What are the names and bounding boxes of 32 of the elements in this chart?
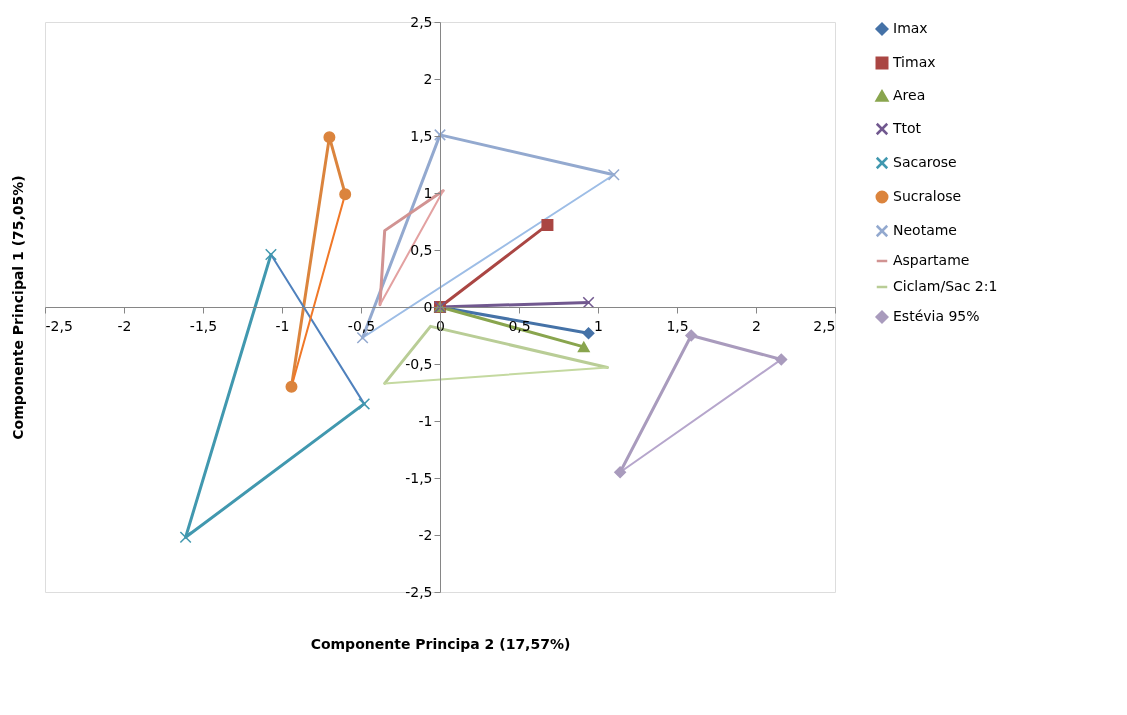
y-axis-title: Componente Principal 1 (75,05%) — [9, 175, 26, 440]
legend-label: Timax — [892, 54, 936, 70]
y-tick-label: -2,5 — [405, 583, 433, 600]
y-tick-label: -0,5 — [405, 355, 433, 372]
x-tick-label: 1 — [594, 317, 603, 334]
x-tick-label: 1,5 — [666, 317, 689, 334]
y-tick-label: -1 — [418, 412, 433, 429]
y-tick-label: 1,5 — [410, 127, 433, 144]
legend-label: Imax — [893, 20, 928, 36]
y-tick-label: 1 — [423, 184, 433, 201]
y-tick-label: -2 — [418, 526, 433, 543]
x-tick-label: -2,5 — [45, 317, 73, 334]
x-tick-label: -1 — [275, 317, 290, 334]
legend-label: Area — [893, 87, 926, 103]
y-tick-label: 2,5 — [410, 13, 433, 30]
legend-label: Aspartame — [893, 252, 970, 268]
x-tick-label: 2,5 — [813, 317, 836, 334]
legend-label: Ciclam/Sac 2:1 — [893, 278, 998, 294]
legend-label: Neotame — [893, 222, 957, 238]
y-tick-label: 0 — [423, 298, 433, 315]
y-tick-label: 2 — [423, 70, 433, 87]
legend-label: Sacarose — [893, 154, 957, 170]
legend-label: Estévia 95% — [893, 308, 980, 324]
x-tick-label: -1,5 — [189, 317, 218, 334]
x-tick-label: -2 — [117, 317, 132, 334]
legend-label: Sucralose — [893, 188, 962, 204]
legend-label: Ttot — [892, 120, 922, 136]
x-axis-title: Componente Principa 2 (17,57%) — [310, 635, 571, 652]
x-tick-label: 2 — [752, 317, 761, 334]
y-tick-label: 0,5 — [410, 241, 433, 258]
x-tick-label: -0,5 — [347, 317, 376, 334]
y-tick-label: -1,5 — [405, 469, 433, 486]
